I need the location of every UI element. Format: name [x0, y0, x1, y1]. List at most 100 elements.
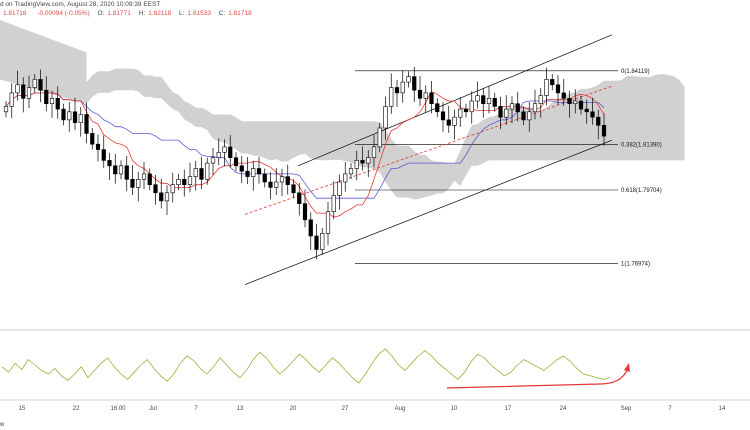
- fib-label-1: 0.382(1.81390): [621, 142, 662, 148]
- candle-body-64: [371, 146, 377, 158]
- candle-body-88: [509, 103, 515, 110]
- candle-body-99: [573, 100, 578, 105]
- candle-body-26: [153, 184, 158, 194]
- candle-body-79: [458, 108, 463, 118]
- candle-body-85: [492, 98, 497, 107]
- ichimoku-cloud: [0, 20, 685, 200]
- candle-body-86: [498, 106, 503, 118]
- candle-body-70: [406, 76, 411, 83]
- candle-body-1: [9, 92, 14, 107]
- candle-body-96: [555, 84, 561, 94]
- candle-body-31: [182, 179, 187, 186]
- x-tick-label-8: Aug: [395, 406, 406, 412]
- candle-body-14: [84, 114, 89, 134]
- candle-body-53: [308, 219, 313, 237]
- fib-label-2: 0.618(1.79704): [621, 188, 662, 194]
- candle-body-98: [567, 98, 572, 105]
- candle-body-58: [337, 181, 342, 196]
- time-axis[interactable]: 15 22 16:00 Jul 7 13 20 27 Aug 10 17 24 Sep 7 14: [19, 406, 726, 412]
- candle-body-11: [67, 111, 72, 121]
- candle-body-68: [394, 87, 400, 94]
- ohlc-low: L: 1.81533: [179, 10, 211, 17]
- candle-body-0: [3, 106, 9, 113]
- fibonacci-retracement[interactable]: 0(1.84119) 0.382(1.81390) 0.618(1.79704) 1(…: [355, 69, 662, 268]
- candle-body-48: [279, 176, 285, 183]
- candle-body-71: [412, 76, 417, 91]
- candle-body-87: [504, 108, 509, 118]
- x-tick-label-3: Jul: [149, 406, 157, 412]
- candle-body-90: [521, 111, 526, 121]
- candle-body-72: [417, 89, 423, 99]
- candle-body-63: [366, 157, 371, 164]
- candle-body-9: [55, 98, 60, 110]
- candle-body-81: [469, 100, 474, 113]
- x-tick-label-11: 24: [560, 406, 567, 412]
- x-tick-label-5: 13: [237, 406, 244, 412]
- ohlc-readout: 1.81718 -0.00094 (-0.05%) O: 1.81771 H: 1.…: [0, 9, 258, 18]
- candle-body-103: [596, 116, 601, 126]
- x-tick-label-12: Sep: [621, 406, 632, 412]
- x-tick-label-13: 7: [668, 406, 672, 412]
- ohlc-change: -0.00094 (-0.05%): [37, 10, 90, 17]
- kijun-line: [5, 92, 605, 199]
- candle-body-12: [72, 111, 78, 123]
- candle-body-16: [95, 143, 101, 150]
- candle-body-3: [21, 84, 26, 99]
- candle-body-13: [78, 114, 83, 123]
- candle-body-89: [515, 103, 520, 113]
- candle-body-73: [423, 92, 428, 99]
- candle-body-94: [544, 79, 549, 96]
- x-tick-label-0: 15: [19, 406, 26, 412]
- candle-body-101: [584, 108, 589, 113]
- candle-body-100: [578, 100, 584, 110]
- candle-body-78: [452, 116, 457, 126]
- candle-body-28: [164, 192, 170, 202]
- candle-body-10: [61, 108, 66, 121]
- candle-body-95: [550, 79, 555, 86]
- candle-body-61: [354, 160, 359, 169]
- candle-body-5: [32, 79, 37, 88]
- candle-body-4: [26, 87, 32, 99]
- candle-body-56: [325, 211, 331, 234]
- candle-body-44: [256, 168, 262, 175]
- candle-body-49: [285, 176, 290, 186]
- oscillator-line: [1, 348, 611, 384]
- candle-body-84: [486, 98, 492, 105]
- candle-body-24: [141, 173, 147, 180]
- ohlc-close: 1.81718: [3, 10, 27, 17]
- candle-body-33: [193, 168, 198, 177]
- candle-body-47: [274, 181, 279, 188]
- candle-body-39: [228, 146, 233, 158]
- candle-body-37: [216, 152, 221, 159]
- x-tick-label-9: 10: [451, 406, 458, 412]
- candle-body-43: [251, 168, 256, 177]
- candle-body-104: [601, 125, 607, 137]
- ohlc-open: O: 1.81771: [97, 10, 131, 17]
- x-tick-label-6: 20: [290, 406, 297, 412]
- candle-body-60: [348, 168, 354, 175]
- candle-body-54: [314, 235, 319, 250]
- ohlc-close-c: C: 1.81718: [218, 10, 252, 17]
- x-tick-label-1: 22: [73, 406, 80, 412]
- candle-body-42: [245, 170, 250, 177]
- candle-body-34: [199, 168, 204, 180]
- candle-body-80: [463, 108, 469, 113]
- candle-body-15: [90, 133, 95, 145]
- arrow-head: [624, 363, 630, 372]
- candle-body-17: [101, 149, 106, 161]
- x-tick-label-4: 7: [194, 406, 198, 412]
- candle-body-59: [343, 173, 348, 183]
- candle-body-21: [124, 165, 129, 180]
- candlesticks: [3, 66, 607, 260]
- candle-body-76: [440, 111, 446, 121]
- fib-label-0: 0(1.84119): [621, 69, 650, 75]
- candle-body-52: [302, 203, 308, 221]
- oscillator-pane: [1, 348, 611, 384]
- candle-body-7: [44, 89, 49, 104]
- price-channel[interactable]: [244, 34, 613, 285]
- candle-body-83: [481, 95, 486, 104]
- candle-body-19: [113, 165, 118, 175]
- candle-body-36: [210, 157, 216, 164]
- candle-body-69: [400, 81, 405, 94]
